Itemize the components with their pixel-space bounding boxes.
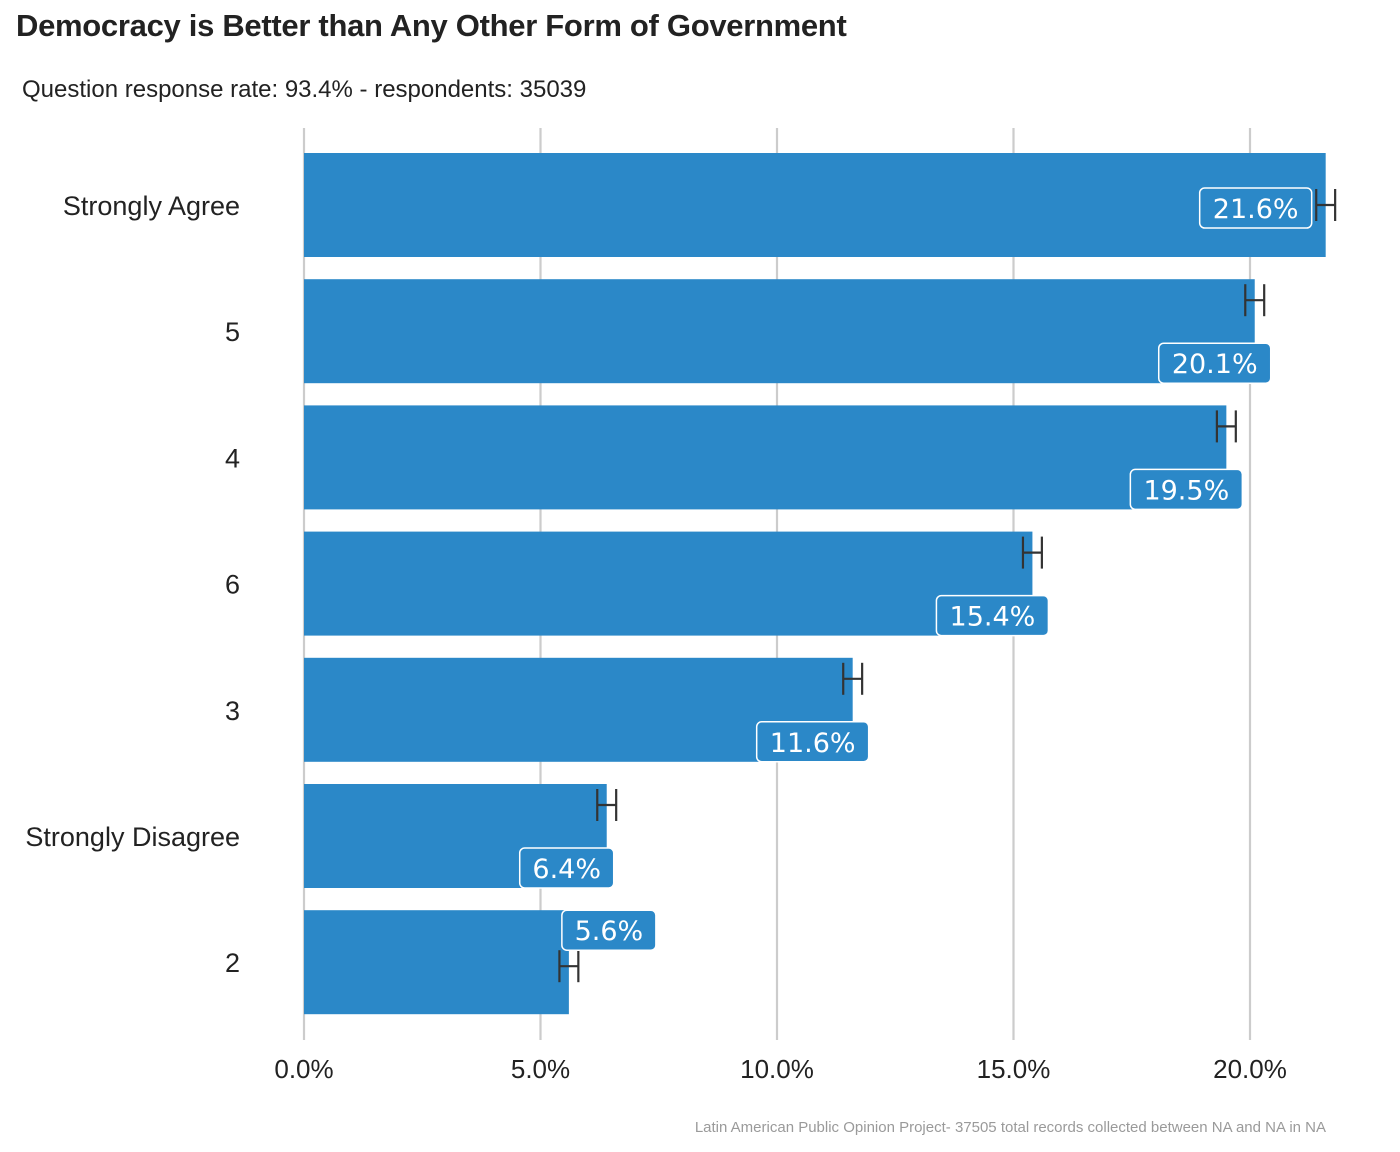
category-label: 6 bbox=[225, 570, 240, 600]
x-tick-label: 10.0% bbox=[740, 1054, 814, 1084]
category-label: 3 bbox=[225, 696, 240, 726]
bar bbox=[304, 531, 1033, 636]
data-label: 15.4% bbox=[935, 594, 1050, 637]
chart-subtitle: Question response rate: 93.4% - responde… bbox=[22, 76, 587, 103]
bar bbox=[304, 279, 1255, 384]
x-tick-label: 20.0% bbox=[1213, 1054, 1287, 1084]
chart-caption: Latin American Public Opinion Project- 3… bbox=[694, 1119, 1326, 1136]
data-label-text: 5.6% bbox=[575, 916, 644, 947]
data-labels: 21.6% 20.1% 19.5% 15.4% 11.6% 6.4% 5.6% bbox=[518, 187, 1313, 951]
x-tick-labels: 0.0% 5.0% 10.0% 15.0% 20.0% bbox=[274, 1054, 1287, 1084]
bar bbox=[304, 405, 1227, 510]
category-label: 4 bbox=[225, 443, 240, 473]
error-bar bbox=[596, 789, 618, 821]
chart-title: Democracy is Better than Any Other Form … bbox=[16, 8, 847, 43]
x-tick-label: 0.0% bbox=[274, 1054, 333, 1084]
error-bar bbox=[558, 950, 580, 983]
x-tick-label: 5.0% bbox=[511, 1054, 570, 1084]
category-label: 2 bbox=[225, 948, 240, 978]
data-label: 19.5% bbox=[1129, 468, 1244, 511]
category-labels: Strongly Agree 5 4 6 3 Strongly Disagree 2 bbox=[25, 191, 240, 978]
data-label-text: 21.6% bbox=[1213, 194, 1299, 225]
error-bar bbox=[842, 662, 864, 695]
data-label-text: 11.6% bbox=[770, 728, 856, 759]
category-label: Strongly Agree bbox=[63, 191, 240, 221]
data-label: 11.6% bbox=[755, 721, 870, 763]
error-bar bbox=[1315, 189, 1337, 221]
data-label: 6.4% bbox=[518, 847, 615, 889]
error-bar bbox=[1215, 410, 1237, 443]
category-label: Strongly Disagree bbox=[25, 822, 240, 852]
error-bar bbox=[1244, 284, 1266, 317]
data-label-text: 15.4% bbox=[950, 602, 1036, 633]
data-label: 5.6% bbox=[561, 909, 657, 951]
error-bars bbox=[558, 189, 1337, 983]
error-bar bbox=[1021, 536, 1043, 569]
bars bbox=[304, 153, 1326, 1015]
data-label-text: 20.1% bbox=[1172, 349, 1258, 380]
bar bbox=[304, 910, 569, 1015]
data-label: 20.1% bbox=[1157, 342, 1272, 384]
category-label: 5 bbox=[225, 317, 240, 347]
data-label-text: 19.5% bbox=[1143, 475, 1229, 506]
bar bbox=[304, 153, 1326, 257]
x-tick-label: 15.0% bbox=[977, 1054, 1051, 1084]
data-label: 21.6% bbox=[1198, 187, 1313, 229]
data-label-text: 6.4% bbox=[532, 854, 601, 885]
